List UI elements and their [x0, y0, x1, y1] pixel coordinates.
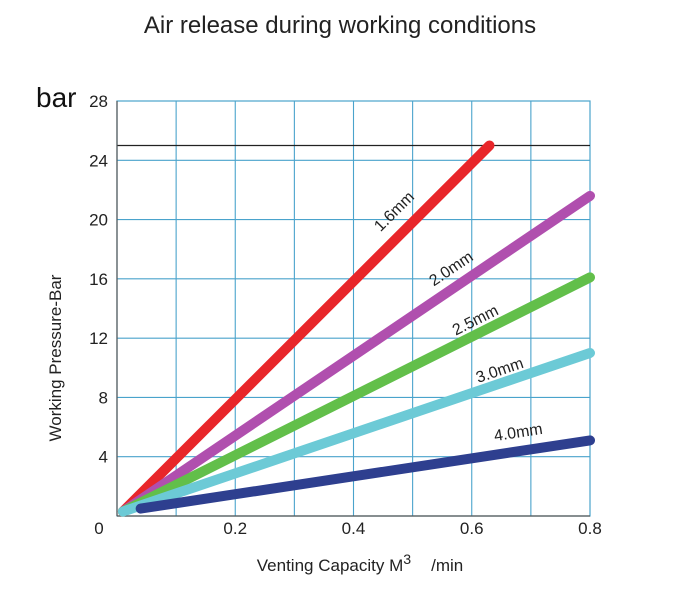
origin-label: 0 — [94, 519, 103, 538]
series-line-2-0mm — [117, 190, 595, 517]
x-axis-label-prefix: Venting Capacity M — [256, 555, 404, 575]
x-axis-label-superscript: 3 — [403, 552, 412, 568]
x-tick-label: 0.2 — [223, 519, 247, 538]
y-tick-label: 24 — [89, 151, 108, 170]
y-tick-label: 16 — [89, 270, 108, 289]
x-axis-label: Venting Capacity M3/min — [0, 552, 680, 576]
y-tick-label: 20 — [89, 211, 108, 230]
y-tick-label: 12 — [89, 329, 108, 348]
x-tick-label: 0.6 — [460, 519, 484, 538]
series-line-2-5mm — [117, 272, 595, 517]
series-line-1-6mm — [117, 140, 495, 517]
x-tick-label: 0.8 — [578, 519, 602, 538]
y-tick-label: 28 — [89, 92, 108, 111]
x-axis-label-suffix: /min — [431, 555, 464, 575]
y-tick-label: 8 — [99, 388, 108, 407]
series-line-4-0mm — [135, 435, 595, 514]
chart-title: Air release during working conditions — [143, 12, 537, 39]
series-line-3-0mm — [117, 347, 595, 517]
y-unit-label: bar — [36, 82, 77, 113]
x-tick-label: 0.4 — [342, 519, 366, 538]
y-tick-label: 4 — [99, 448, 108, 467]
